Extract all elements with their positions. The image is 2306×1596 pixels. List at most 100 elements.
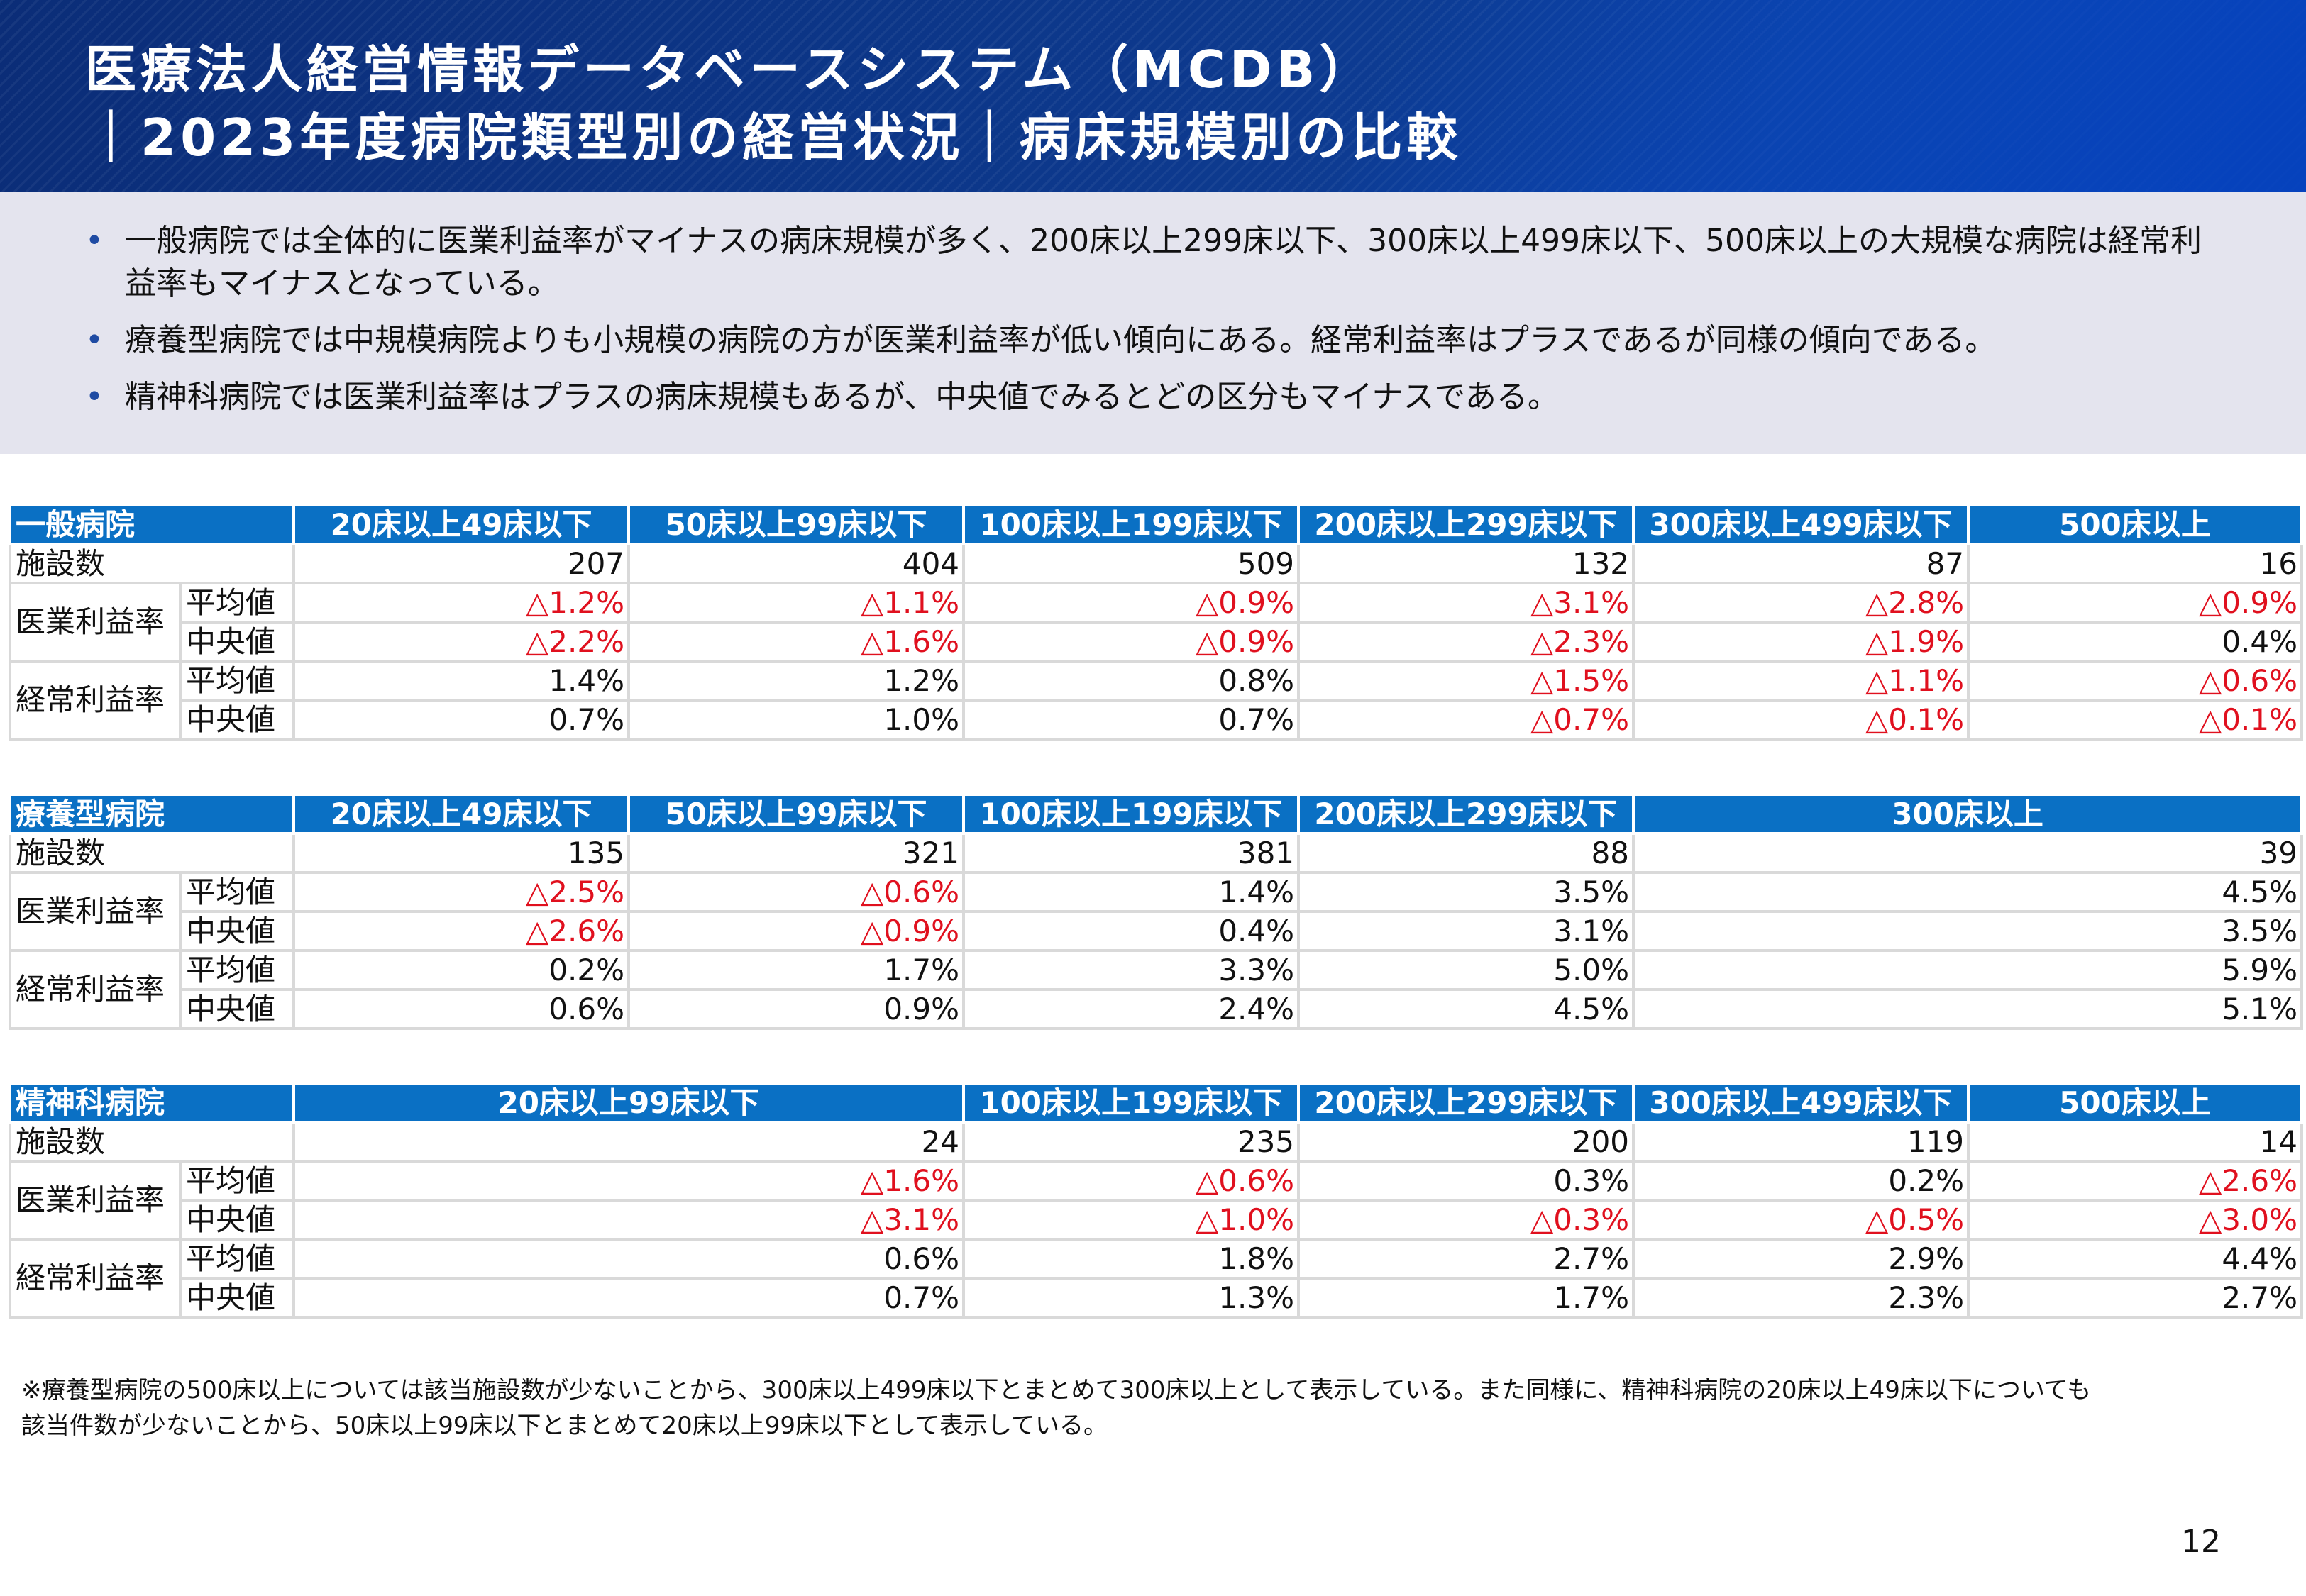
column-header: 20床以上49床以下 <box>292 793 631 835</box>
table-cell: 3.5% <box>1632 910 2304 952</box>
table-cell: △0.7% <box>1297 699 1635 741</box>
page-title: 医療法人経営情報データベースシステム（MCDB） ｜2023年度病院類型別の経営… <box>85 35 1462 172</box>
table-cell: △3.1% <box>1297 582 1635 624</box>
table-cell: 119 <box>1632 1121 1970 1163</box>
table-cell: 5.0% <box>1297 949 1635 991</box>
row-sublabel: 中央値 <box>178 699 296 741</box>
table-cell: △1.6% <box>292 1160 966 1202</box>
table-row: 中央値 △3.1% △1.0% △0.3% △0.5% △3.0% <box>10 1199 2304 1241</box>
row-label: 施設数 <box>8 1121 296 1163</box>
row-sublabel: 平均値 <box>178 949 296 991</box>
table-row: 医業利益率 平均値 △1.2% △1.1% △0.9% △3.1% △2.8% … <box>9 582 2304 663</box>
column-header: 300床以上499床以下 <box>1632 504 1970 545</box>
table-cell: 1.4% <box>962 871 1301 913</box>
row-label: 施設数 <box>8 543 296 584</box>
footnote: ※療養型病院の500床以上については該当施設数が少ないことから、300床以上49… <box>21 1373 2292 1443</box>
table-row: 中央値 0.6% 0.9% 2.4% 4.5% 5.1% <box>10 988 2304 1030</box>
table-row: 経常利益率 平均値 0.6% 1.8% 2.7% 2.9% 4.4% <box>9 1238 2304 1319</box>
table-cell: 1.4% <box>292 660 631 702</box>
table-row: 中央値 △2.2% △1.6% △0.9% △2.3% △1.9% 0.4% <box>10 621 2304 663</box>
table-cell: 135 <box>292 832 631 874</box>
table-cell: 0.8% <box>962 660 1301 702</box>
table-cell: 1.7% <box>627 949 966 991</box>
table-cell: △2.6% <box>1967 1160 2304 1202</box>
column-header: 200床以上299床以下 <box>1297 793 1635 835</box>
recuperative-hospital-table: 療養型病院 20床以上49床以下 50床以上99床以下 100床以上199床以下… <box>8 793 2304 1030</box>
summary-list: • 一般病院では全体的に医業利益率がマイナスの病床規模が多く、200床以上299床… <box>85 220 2228 433</box>
table-cell: 3.3% <box>962 949 1301 991</box>
table-cell: 0.7% <box>292 1277 966 1319</box>
column-header: 50床以上99床以下 <box>627 793 966 835</box>
table-cell: 2.7% <box>1297 1238 1635 1280</box>
column-header: 50床以上99床以下 <box>627 504 966 545</box>
column-header: 100床以上199床以下 <box>962 1082 1301 1124</box>
table-cell: △0.1% <box>1967 699 2304 741</box>
table-cell: △0.3% <box>1297 1199 1635 1241</box>
table-header-row: 療養型病院 20床以上49床以下 50床以上99床以下 100床以上199床以下… <box>8 793 2304 835</box>
column-header: 100床以上199床以下 <box>962 504 1301 545</box>
table-title: 一般病院 <box>8 504 296 545</box>
row-sublabel: 平均値 <box>178 1160 296 1202</box>
bullet-icon: • <box>85 379 104 415</box>
row-sublabel: 中央値 <box>178 1277 296 1319</box>
table-cell: △1.2% <box>292 582 631 624</box>
row-group-label: 経常利益率 <box>9 660 182 741</box>
table-cell: △2.8% <box>1632 582 1970 624</box>
table-cell: 0.2% <box>1632 1160 1970 1202</box>
slide-header: 医療法人経営情報データベースシステム（MCDB） ｜2023年度病院類型別の経営… <box>0 0 2306 192</box>
table-cell: 0.2% <box>292 949 631 991</box>
column-header: 300床以上499床以下 <box>1632 1082 1970 1124</box>
table-cell: △0.9% <box>627 910 966 952</box>
column-header: 100床以上199床以下 <box>962 793 1301 835</box>
table-cell: △0.6% <box>627 871 966 913</box>
summary-box: • 一般病院では全体的に医業利益率がマイナスの病床規模が多く、200床以上299床… <box>0 192 2306 454</box>
table-cell: △1.1% <box>1632 660 1970 702</box>
table-cell: △0.1% <box>1632 699 1970 741</box>
table-row: 経常利益率 平均値 1.4% 1.2% 0.8% △1.5% △1.1% △0.… <box>9 660 2304 741</box>
table-cell: △0.9% <box>1967 582 2304 624</box>
psychiatric-hospital-table: 精神科病院 20床以上99床以下 100床以上199床以下 200床以上299床… <box>8 1082 2304 1319</box>
table-row: 経常利益率 平均値 0.2% 1.7% 3.3% 5.0% 5.9% <box>9 949 2304 1030</box>
table-row: 中央値 △2.6% △0.9% 0.4% 3.1% 3.5% <box>10 910 2304 952</box>
row-group-label: 医業利益率 <box>9 582 182 663</box>
table-cell: △1.9% <box>1632 621 1970 663</box>
table-cell: △3.1% <box>292 1199 966 1241</box>
column-header: 200床以上299床以下 <box>1297 1082 1635 1124</box>
table-cell: △2.5% <box>292 871 631 913</box>
column-header: 20床以上99床以下 <box>292 1082 966 1124</box>
page-number: 12 <box>2181 1524 2221 1560</box>
table-header-row: 一般病院 20床以上49床以下 50床以上99床以下 100床以上199床以下 … <box>8 504 2304 545</box>
table-row: 施設数 207 404 509 132 87 16 <box>8 543 2304 584</box>
table-cell: 1.8% <box>962 1238 1301 1280</box>
summary-point: • 療養型病院では中規模病院よりも小規模の病院の方が医業利益率が低い傾向にある。経… <box>85 319 2228 362</box>
table-cell: 404 <box>627 543 966 584</box>
table-cell: △1.1% <box>627 582 966 624</box>
summary-point: • 精神科病院では医業利益率はプラスの病床規模もあるが、中央値でみるとどの区分もマ… <box>85 376 2228 419</box>
row-sublabel: 中央値 <box>178 1199 296 1241</box>
table-row: 施設数 135 321 381 88 39 <box>8 832 2304 874</box>
row-sublabel: 平均値 <box>178 1238 296 1280</box>
row-group-label: 医業利益率 <box>9 1160 182 1241</box>
table-cell: △0.9% <box>962 621 1301 663</box>
table-row: 中央値 0.7% 1.3% 1.7% 2.3% 2.7% <box>10 1277 2304 1319</box>
table-cell: 5.9% <box>1632 949 2304 991</box>
column-header: 20床以上49床以下 <box>292 504 631 545</box>
column-header: 500床以上 <box>1967 1082 2304 1124</box>
table-cell: 5.1% <box>1632 988 2304 1030</box>
table-row: 施設数 24 235 200 119 14 <box>8 1121 2304 1163</box>
row-sublabel: 平均値 <box>178 871 296 913</box>
row-label: 施設数 <box>8 832 296 874</box>
table-cell: △0.6% <box>1967 660 2304 702</box>
table-cell: △2.6% <box>292 910 631 952</box>
title-line-2: ｜2023年度病院類型別の経営状況｜病床規模別の比較 <box>85 108 1462 167</box>
row-group-label: 医業利益率 <box>9 871 182 952</box>
table-cell: 235 <box>962 1121 1301 1163</box>
table-cell: △1.0% <box>962 1199 1301 1241</box>
table-cell: 4.4% <box>1967 1238 2304 1280</box>
table-cell: △2.2% <box>292 621 631 663</box>
bullet-icon: • <box>85 322 104 358</box>
table-cell: △0.9% <box>962 582 1301 624</box>
table-cell: 1.2% <box>627 660 966 702</box>
summary-point: • 一般病院では全体的に医業利益率がマイナスの病床規模が多く、200床以上299床… <box>85 220 2228 305</box>
table-title: 精神科病院 <box>8 1082 296 1124</box>
